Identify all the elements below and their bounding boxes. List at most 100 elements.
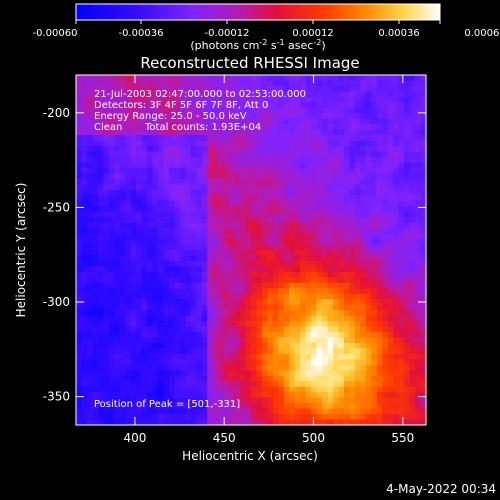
heatmap-cell	[152, 408, 159, 415]
heatmap-cell	[163, 342, 170, 350]
heatmap-cell	[415, 255, 422, 262]
heatmap-cell	[108, 178, 115, 185]
heatmap-cell	[300, 260, 307, 268]
heatmap-cell	[393, 96, 400, 103]
heatmap-cell	[420, 326, 426, 333]
heatmap-cell	[251, 299, 258, 306]
heatmap-cell	[119, 348, 126, 355]
heatmap-cell	[147, 271, 154, 278]
heatmap-cell	[327, 113, 334, 120]
heatmap-cell	[251, 206, 258, 213]
heatmap-cell	[294, 293, 301, 300]
heatmap-cell	[212, 167, 219, 175]
heatmap-cell	[354, 304, 361, 311]
heatmap-cell	[415, 135, 422, 142]
heatmap-cell	[349, 342, 356, 350]
heatmap-cell	[223, 414, 230, 421]
heatmap-cell	[108, 299, 115, 306]
heatmap-cell	[305, 293, 312, 300]
heatmap-cell	[141, 250, 148, 257]
heatmap-cell	[141, 392, 148, 399]
heatmap-cell	[294, 342, 301, 350]
heatmap-cell	[327, 288, 334, 295]
heatmap-cell	[240, 288, 247, 295]
heatmap-cell	[76, 364, 83, 371]
heatmap-cell	[251, 211, 258, 218]
heatmap-cell	[108, 184, 115, 191]
heatmap-cell	[382, 80, 389, 87]
heatmap-cell	[234, 250, 241, 257]
heatmap-cell	[212, 228, 219, 235]
heatmap-cell	[261, 157, 269, 164]
heatmap-cell	[190, 282, 197, 289]
heatmap-cell	[398, 228, 405, 235]
heatmap-cell	[327, 151, 334, 158]
heatmap-cell	[272, 392, 279, 399]
heatmap-cell	[245, 266, 252, 273]
heatmap-cell	[354, 80, 361, 87]
heatmap-cell	[322, 266, 329, 273]
heatmap-cell	[185, 140, 192, 147]
heatmap-cell	[147, 162, 154, 169]
heatmap-cell	[158, 75, 165, 82]
heatmap-cell	[218, 293, 225, 300]
heatmap-cell	[245, 342, 252, 350]
heatmap-cell	[190, 178, 197, 185]
heatmap-cell	[349, 337, 356, 344]
heatmap-cell	[196, 397, 203, 404]
heatmap-cell	[420, 337, 426, 344]
heatmap-cell	[212, 96, 219, 103]
heatmap-cell	[316, 397, 323, 404]
heatmap-cell	[114, 381, 121, 388]
heatmap-cell	[305, 260, 312, 268]
heatmap-cell	[103, 217, 110, 224]
heatmap-cell	[125, 299, 132, 306]
heatmap-cell	[223, 80, 230, 87]
heatmap-cell	[349, 332, 356, 339]
heatmap-cell	[245, 85, 252, 93]
heatmap-cell	[409, 310, 416, 317]
heatmap-cell	[294, 200, 301, 207]
heatmap-cell	[294, 184, 301, 191]
heatmap-cell	[174, 211, 181, 218]
heatmap-cell	[354, 135, 361, 142]
heatmap-cell	[376, 299, 383, 306]
heatmap-cell	[147, 91, 154, 98]
heatmap-cell	[179, 129, 186, 136]
heatmap-cell	[278, 310, 285, 317]
heatmap-cell	[190, 244, 197, 251]
heatmap-cell	[218, 80, 225, 87]
heatmap-cell	[404, 364, 411, 371]
heatmap-cell	[354, 326, 361, 333]
heatmap-cell	[114, 414, 121, 421]
heatmap-cell	[103, 353, 110, 360]
heatmap-cell	[163, 408, 170, 415]
heatmap-cell	[212, 304, 219, 311]
heatmap-cell	[223, 332, 230, 339]
heatmap-cell	[141, 167, 148, 175]
heatmap-cell	[81, 162, 88, 169]
heatmap-cell	[97, 342, 104, 350]
heatmap-cell	[168, 250, 176, 257]
heatmap-cell	[382, 135, 389, 142]
heatmap-cell	[245, 326, 252, 333]
heatmap-cell	[218, 348, 225, 355]
heatmap-cell	[283, 96, 290, 103]
heatmap-cell	[354, 348, 361, 355]
heatmap-cell	[218, 233, 225, 240]
heatmap-cell	[86, 107, 94, 114]
heatmap-cell	[393, 85, 400, 93]
heatmap-cell	[327, 381, 334, 388]
heatmap-cell	[283, 381, 290, 388]
heatmap-cell	[76, 375, 83, 382]
heatmap-cell	[201, 282, 208, 289]
heatmap-cell	[125, 107, 132, 114]
heatmap-cell	[283, 353, 290, 360]
heatmap-cell	[322, 184, 329, 191]
heatmap-cell	[130, 386, 137, 393]
heatmap-cell	[404, 359, 411, 366]
heatmap-cell	[229, 173, 236, 180]
heatmap-cell	[278, 217, 285, 224]
heatmap-cell	[147, 337, 154, 344]
heatmap-cell	[393, 250, 400, 257]
